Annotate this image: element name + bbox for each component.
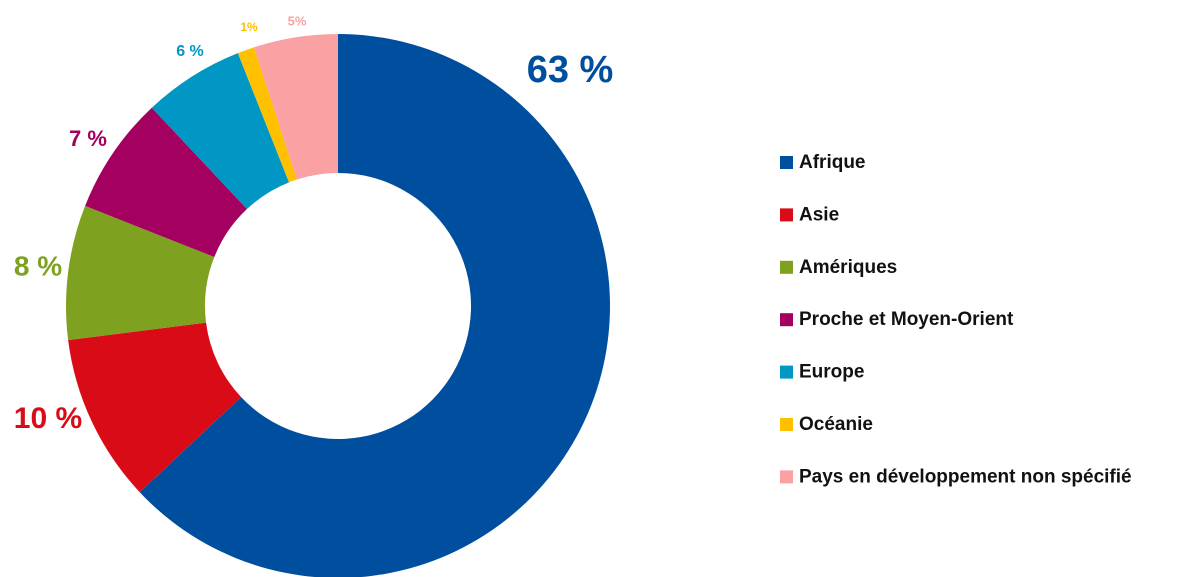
legend-label: Asie (799, 204, 839, 225)
donut-slice (139, 34, 610, 577)
data-label: 8 % (14, 250, 62, 281)
donut-slice (151, 53, 290, 210)
legend-swatch (780, 313, 793, 327)
donut-slice (237, 47, 297, 183)
data-label: 10 % (14, 402, 82, 435)
legend-swatch (780, 470, 793, 484)
legend-swatch (780, 208, 793, 222)
data-label: 7 % (69, 126, 107, 151)
legend-label: Océanie (799, 414, 873, 435)
donut-slice (66, 205, 215, 341)
legend-label: Amériques (799, 257, 897, 278)
legend-swatch (780, 418, 793, 431)
legend-label: Afrique (799, 152, 866, 173)
data-label: 63 % (527, 49, 614, 91)
donut-slice (253, 34, 338, 180)
data-label: 1% (240, 20, 258, 34)
data-label: 5% (288, 13, 307, 28)
legend-swatch (780, 156, 793, 169)
legend-label: Pays en développement non spécifié (799, 466, 1132, 487)
donut-slice (68, 322, 242, 493)
data-label: 6 % (176, 43, 204, 60)
legend-swatch (780, 260, 793, 274)
legend-label: Proche et Moyen-Orient (799, 309, 1014, 330)
donut-slice (85, 107, 247, 258)
legend-swatch (780, 365, 793, 379)
legend-label: Europe (799, 362, 864, 383)
